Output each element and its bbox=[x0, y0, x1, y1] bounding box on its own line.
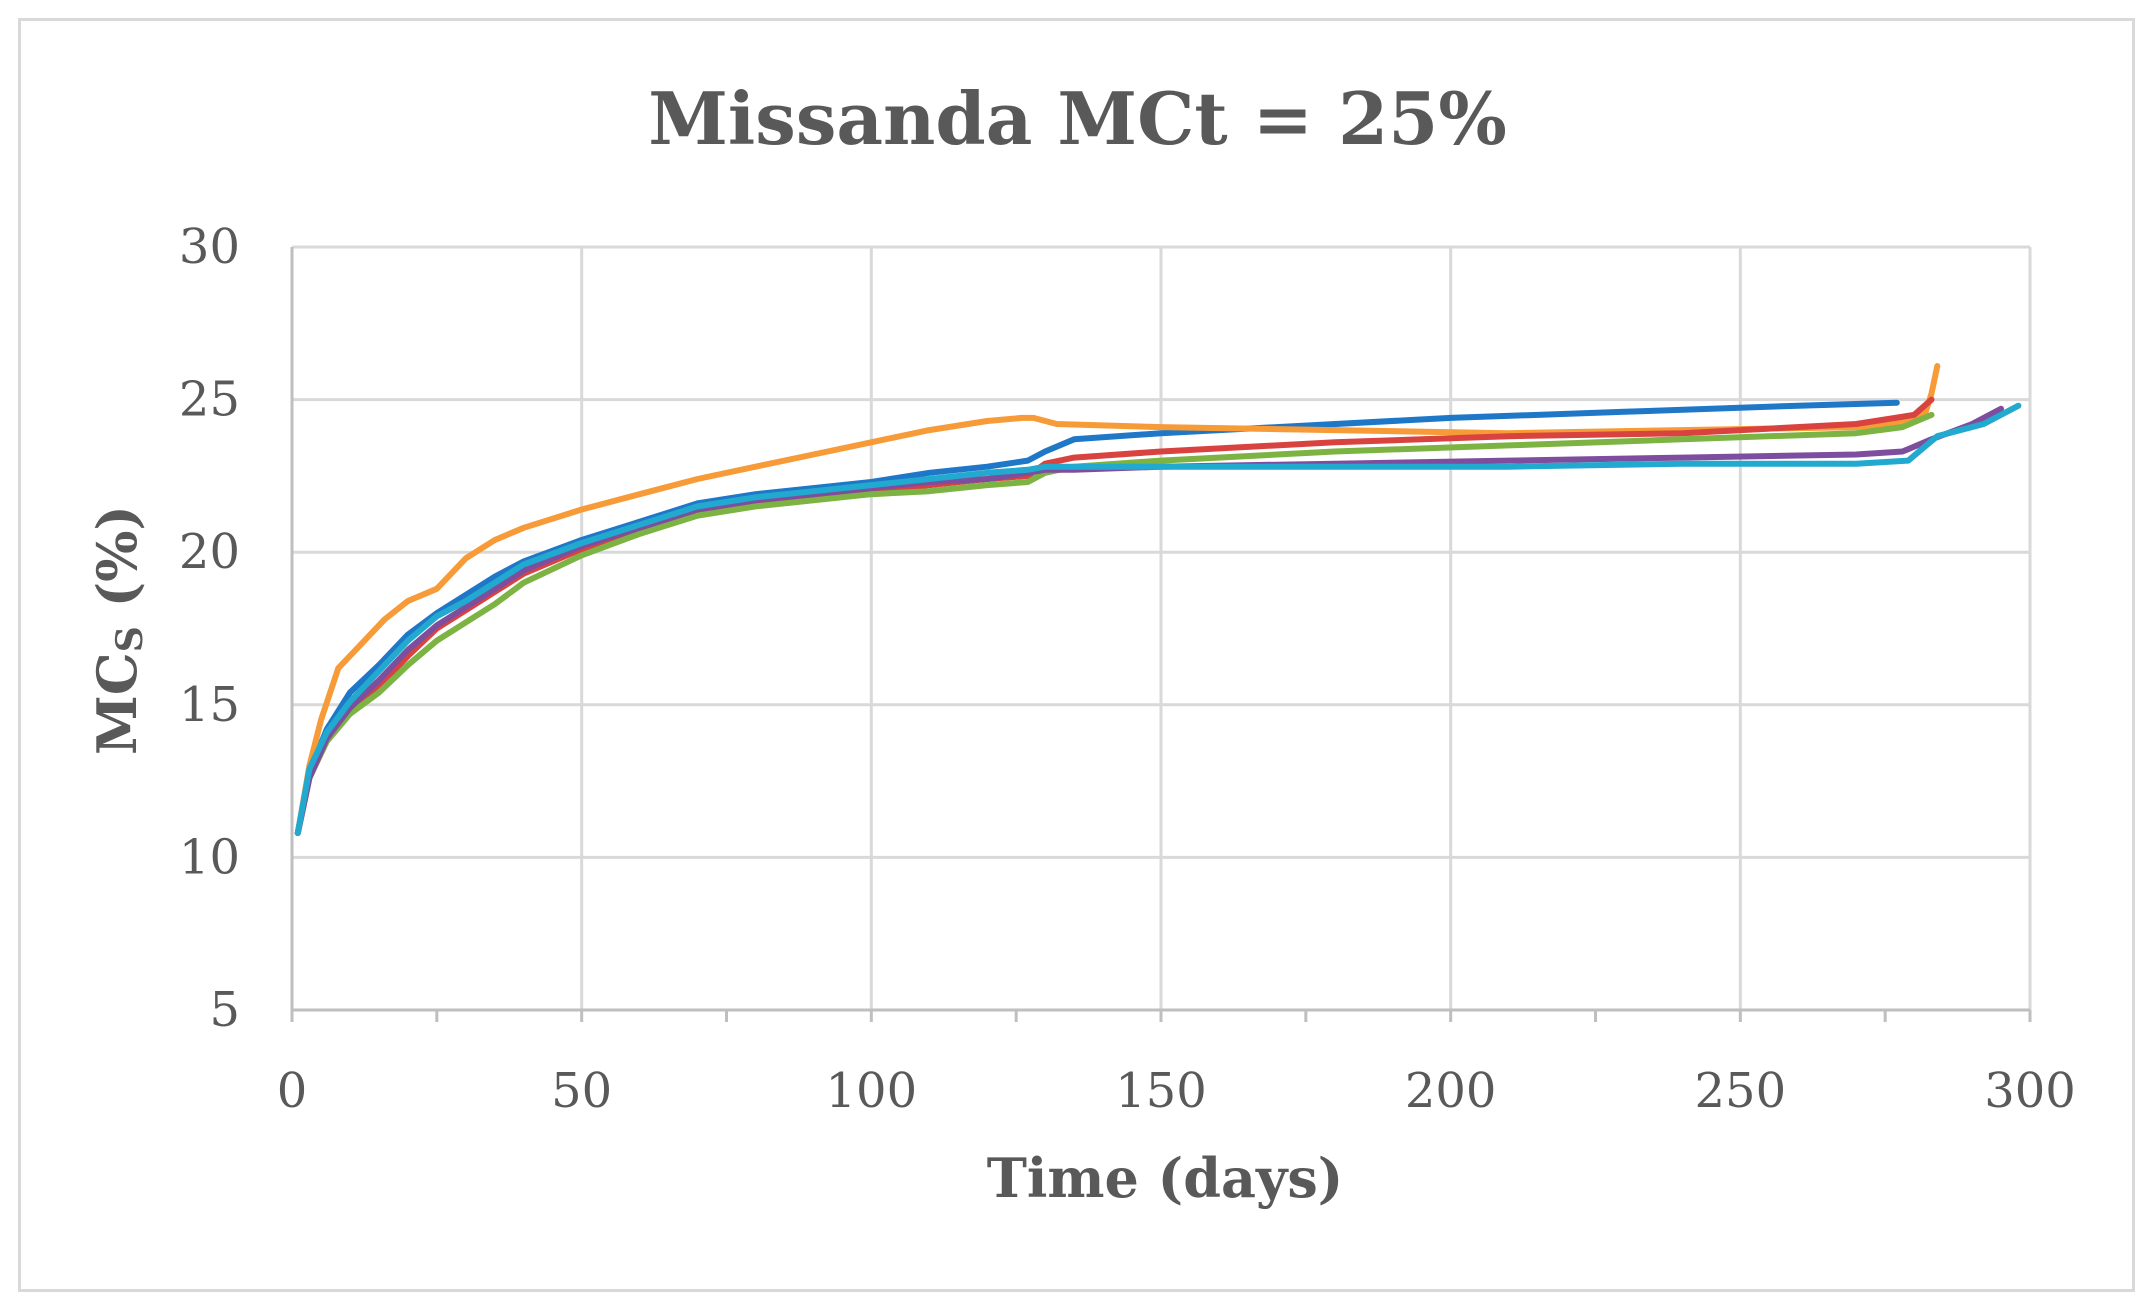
y-tick-label: 20 bbox=[179, 524, 240, 580]
series-line-2 bbox=[294, 363, 1941, 836]
axes bbox=[290, 247, 2032, 1022]
series-line-6 bbox=[294, 402, 2022, 836]
y-tick-label: 5 bbox=[209, 982, 240, 1038]
y-tick-label: 30 bbox=[179, 219, 240, 275]
series-line-4 bbox=[294, 411, 1935, 836]
chart-title: Missanda MCt = 25% bbox=[648, 76, 1507, 161]
y-tick-label: 15 bbox=[179, 677, 240, 733]
x-tick-label: 300 bbox=[1984, 1063, 2076, 1119]
x-axis-label: Time (days) bbox=[986, 1146, 1344, 1210]
chart-frame bbox=[18, 18, 2135, 1292]
series-line-5 bbox=[294, 405, 2004, 836]
x-tick-label: 100 bbox=[826, 1063, 918, 1119]
x-tick-label: 200 bbox=[1405, 1063, 1497, 1119]
y-tick-label: 25 bbox=[179, 372, 240, 428]
y-tick-label: 10 bbox=[179, 829, 240, 885]
x-tick-label: 0 bbox=[277, 1063, 308, 1119]
x-tick-label: 250 bbox=[1695, 1063, 1787, 1119]
series-lines bbox=[294, 363, 2022, 836]
gridlines bbox=[292, 245, 2032, 1010]
x-tick-label: 50 bbox=[551, 1063, 612, 1119]
x-tick-label: 150 bbox=[1115, 1063, 1207, 1119]
